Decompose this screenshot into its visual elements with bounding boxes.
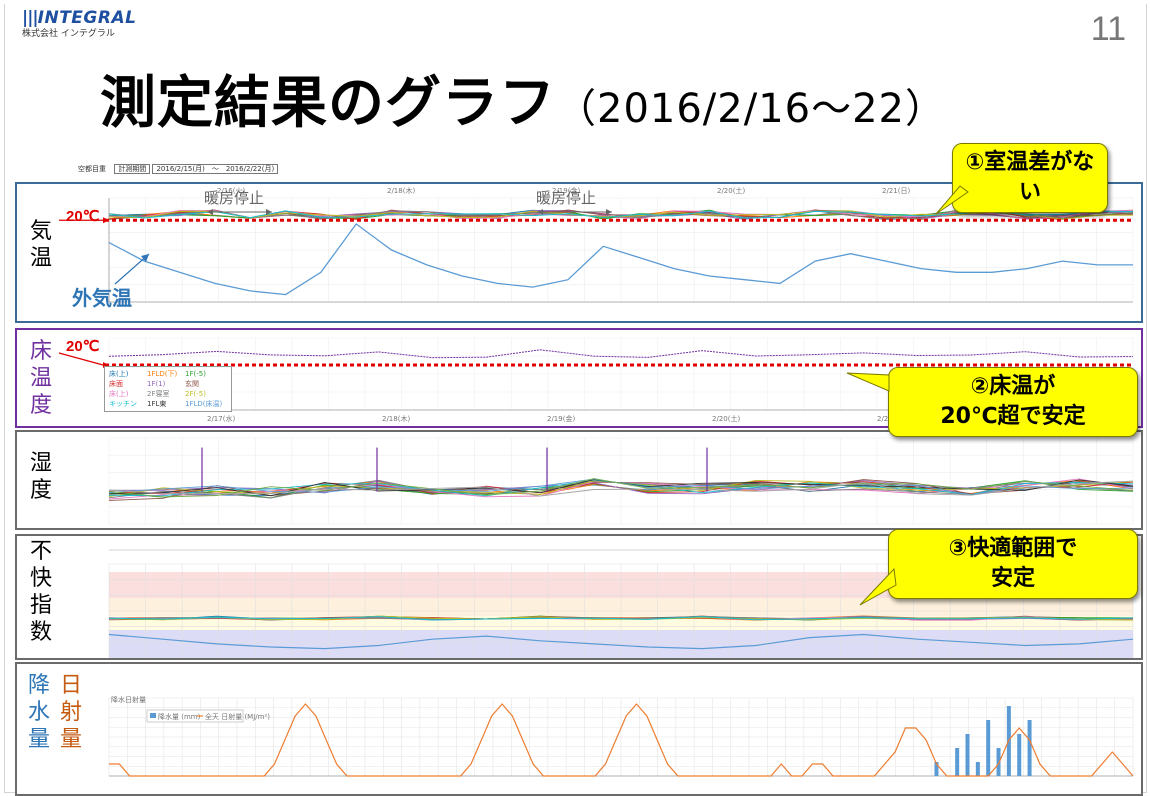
heating-stop-label-2: 暖房停止 [536, 189, 597, 207]
callout-1-text: ①室温差がない [965, 150, 1095, 205]
rain-legend-label: 降水量 (mm) [158, 712, 201, 721]
outdoor-temp-line [108, 223, 1133, 296]
air-temp-label: 気温 [29, 219, 52, 271]
callout-1: ①室温差がない [952, 143, 1108, 213]
date-tick-label: 2/18(木) [382, 414, 410, 423]
discomfort-line [108, 616, 1134, 621]
callout-2: ②床温が 20℃超で安定 [888, 367, 1138, 437]
heating-stop-arrow-head [207, 209, 213, 215]
rain-bar [986, 720, 991, 776]
callout-3: ③快適範囲で 安定 [888, 529, 1138, 599]
discomfort-label: 不快指数 [29, 539, 52, 645]
title-main: 測定結果のグラフ [100, 71, 556, 136]
callout-3-pointer [859, 567, 897, 606]
humidity-line [108, 480, 1134, 497]
floor-legend-item: キッチン [109, 400, 137, 408]
floor-legend-item: 1F(1) [147, 380, 166, 388]
rain-bar [1017, 734, 1022, 776]
rain-bar [934, 762, 939, 776]
logo-mark: |||INTEGRAL [22, 8, 137, 28]
callout-2-line1: ②床温が [970, 374, 1056, 399]
date-tick-label: 2/21(日) [882, 187, 910, 195]
header-strip: 空都目重 計測期間 2016/2/15(月) ～ 2016/2/22(月) [78, 164, 279, 174]
rain-legend-swatch [150, 713, 156, 718]
panel-rain-solar: 降水日射量降水量 (mm) 全天 日射量 (MJ/m²) [15, 662, 1143, 796]
rain-bar [1027, 720, 1032, 776]
heating-stop-arrow-head [266, 209, 272, 215]
header-left-text: 空都目重 [78, 165, 106, 173]
date-tick-label: 2/17(水) [207, 414, 235, 423]
rain-label: 降水量 [27, 673, 50, 752]
solar-line [109, 703, 1134, 777]
floor-legend-item: 床面 [109, 380, 123, 388]
floor-legend-item: 1F(-5) [185, 370, 206, 378]
rain-legend-box [146, 709, 244, 723]
indoor-temp-line [108, 210, 1134, 219]
humidity-label: 湿度 [29, 451, 52, 503]
floor-legend-item: 2F(-5) [185, 390, 206, 398]
humidity-chart [108, 437, 1134, 525]
outdoor-pointer-head [141, 254, 149, 262]
floor-temp-label: 床温度 [29, 339, 52, 418]
date-tick-label: 2/16(火) [217, 187, 245, 195]
floor-legend-item: 玄関 [185, 380, 199, 388]
air-temp-20c-label: 20℃ [66, 208, 100, 225]
arrow-20c-head [103, 217, 109, 224]
title-date: （2016/2/16～22） [556, 86, 946, 132]
callout-1-pointer [935, 185, 969, 215]
date-tick-label: 2/19(金) [552, 186, 580, 195]
heating-stop-arrow-head [606, 209, 612, 215]
panel-discomfort [15, 534, 1143, 660]
page-number: 11 [1090, 10, 1126, 48]
floor-temp-20c-label: 20℃ [66, 338, 100, 355]
logo-subtitle: 株式会社 インテグラル [22, 29, 115, 39]
floor-legend-item: 1FLD(床温) [185, 400, 223, 408]
header-range-value: 2016/2/15(月) ～ 2016/2/22(月) [152, 164, 279, 174]
slide-title: 測定結果のグラフ（2016/2/16～22） [100, 58, 946, 139]
rain-bar [955, 748, 960, 776]
date-tick-label: 2/19(金) [547, 414, 575, 423]
callout-2-line2: 20℃超で安定 [940, 404, 1086, 429]
floor-legend-item: 2F寝室 [147, 390, 170, 398]
solar-label: 日射量 [59, 673, 82, 752]
date-tick-label: 2/20(土) [717, 186, 745, 195]
rain-bar [975, 762, 980, 776]
outdoor-temp-label: 外気温 [72, 286, 132, 310]
header-range-label: 計測期間 [114, 164, 151, 174]
floor-legend-item: 1FL東 [147, 400, 167, 408]
discomfort-chart [108, 549, 1134, 658]
date-tick-label: 2/20(土) [712, 414, 740, 423]
humidity-line [108, 478, 1134, 498]
floor-temp-line [108, 349, 1134, 359]
callout-3-line1: ③快適範囲で [948, 536, 1078, 561]
arrow-20c [58, 352, 104, 366]
callout-2-pointer [846, 372, 890, 392]
floor-legend-item: 床(上) [109, 370, 129, 378]
discomfort-outdoor-line [108, 633, 1134, 650]
floor-legend: 床(上) 1FLD(下) 1F(-5)床面 1F(1) 玄関床(上) 2F寝室 2F(-5)… [104, 366, 232, 412]
solar-legend-label: 全天 日射量 (MJ/m²) [205, 712, 270, 721]
humidity-line [109, 480, 1134, 495]
callout-3-line2: 安定 [990, 566, 1035, 591]
rain-bar [965, 734, 970, 776]
rain-bar [996, 748, 1001, 776]
date-tick-label: 2/18(木) [387, 186, 415, 195]
floor-legend-item: 床(上) [109, 390, 129, 398]
floor-legend-items: 床(上) 1FLD(下) 1F(-5)床面 1F(1) 玄関床(上) 2F寝室 2F(-5)… [109, 369, 227, 409]
rain-chart-title: 降水日射量 [111, 695, 146, 704]
floor-legend-item: 1FLD(下) [147, 370, 178, 378]
panel-humidity [15, 430, 1143, 530]
heating-stop-arrow-head [537, 209, 543, 215]
company-logo: |||INTEGRAL 株式会社 インテグラル [22, 8, 136, 39]
outdoor-pointer [114, 253, 150, 285]
heating-stop-label-1: 暖房停止 [204, 189, 265, 207]
